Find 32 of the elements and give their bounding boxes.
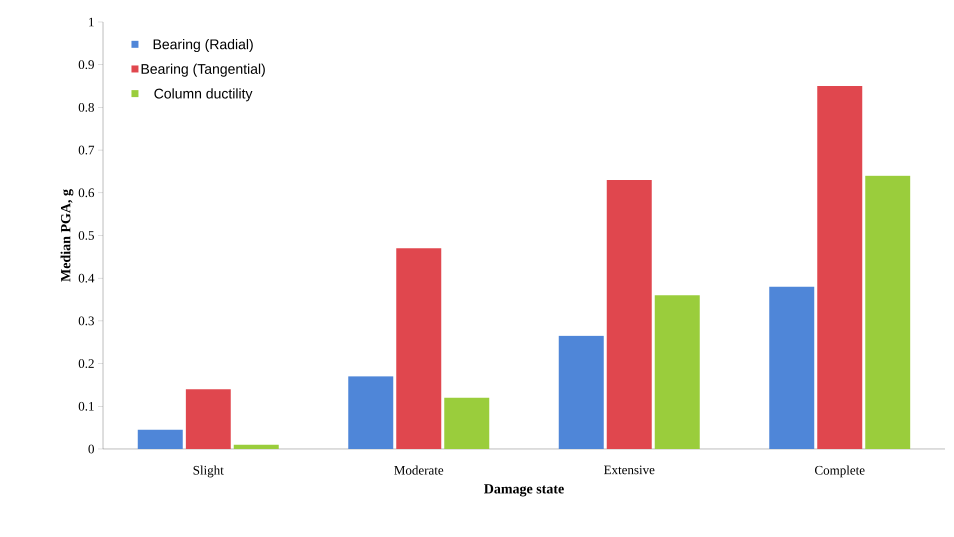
- legend-label: Bearing (Tangential): [142, 64, 265, 77]
- bar: [186, 389, 231, 449]
- legend-label: Bearing (Radial): [154, 38, 253, 52]
- bar: [817, 86, 862, 449]
- y-axis-title: Median PGA, g: [60, 189, 74, 282]
- y-tick-label: 0.6: [78, 188, 94, 198]
- x-tick-label: Moderate: [394, 466, 444, 475]
- y-tick-label: 0.8: [78, 102, 94, 112]
- y-tick-label: 0.5: [78, 231, 94, 240]
- bar: [444, 398, 490, 449]
- x-tick-label: Complete: [815, 466, 865, 478]
- y-tick-label: 0.4: [78, 274, 94, 283]
- bar: [396, 248, 442, 449]
- y-tick-label: 0.2: [78, 359, 94, 368]
- x-tick-label: Extensive: [604, 466, 654, 474]
- bar: [654, 295, 700, 449]
- bar: [606, 180, 652, 449]
- bar: [865, 176, 910, 449]
- y-tick-label: 0.3: [78, 316, 94, 326]
- bar: [234, 444, 279, 449]
- bar: [558, 336, 604, 449]
- bar: [769, 286, 814, 449]
- y-tick-label: 0.1: [78, 402, 94, 411]
- x-tick-label: Slight: [194, 466, 224, 478]
- x-axis-title: Damage state: [484, 484, 564, 496]
- y-tick-label: 0.9: [78, 60, 94, 70]
- y-tick-label: 1: [89, 18, 94, 26]
- bar: [348, 376, 394, 449]
- bar: [138, 430, 183, 449]
- y-tick-label: 0.7: [78, 146, 94, 155]
- legend-label: Column ductility: [154, 88, 252, 102]
- y-tick-label: 0: [88, 444, 94, 454]
